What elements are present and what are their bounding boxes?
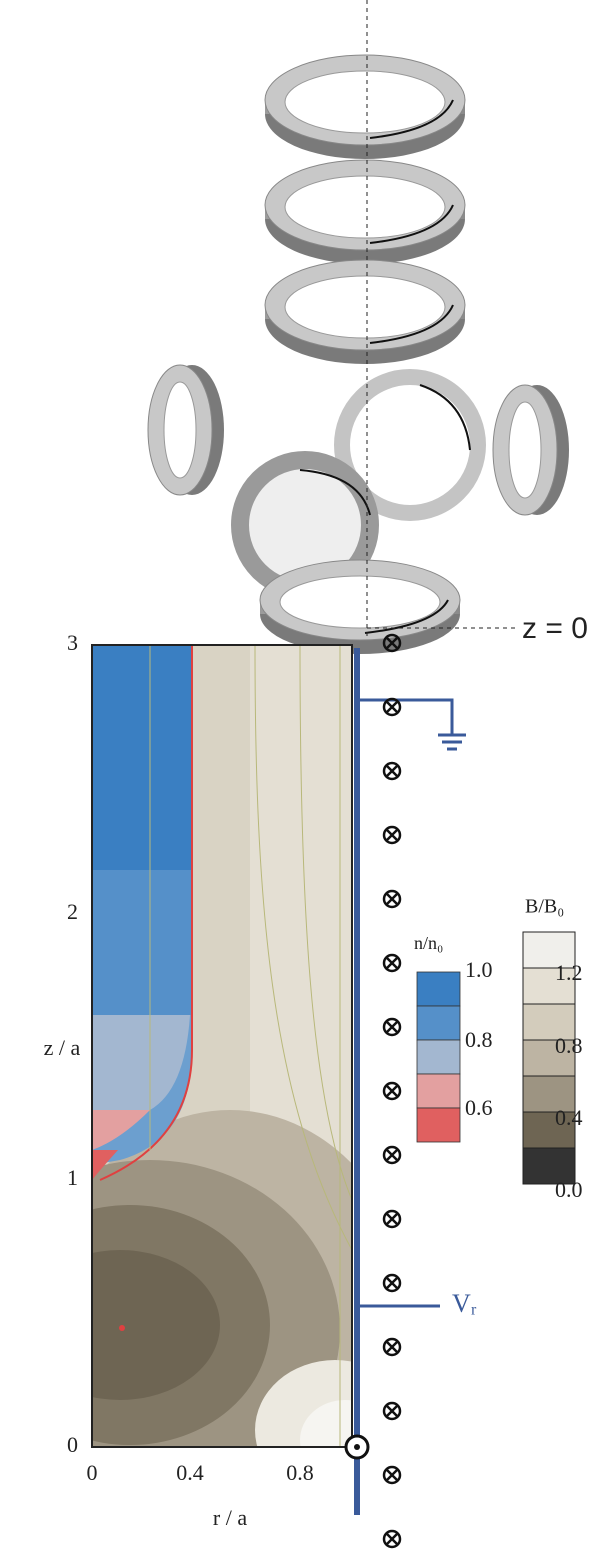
coil-illustration — [148, 55, 569, 654]
ground-symbol — [357, 700, 466, 749]
current-symbol — [386, 829, 398, 841]
colorbar-label: 0.8 — [465, 1027, 493, 1052]
x-tick-label: 0.4 — [176, 1460, 204, 1485]
current-symbol — [386, 1405, 398, 1417]
colorbar-swatch — [417, 1006, 460, 1040]
colorbar-label: 1.2 — [555, 960, 583, 985]
current-symbol — [386, 1533, 398, 1545]
colorbar-label: 0.4 — [555, 1105, 583, 1130]
current-symbol — [386, 1149, 398, 1161]
current-symbols — [384, 635, 400, 1547]
y-tick-label: 3 — [67, 630, 78, 655]
density-colorbar: 1.0 0.8 0.6 — [417, 957, 493, 1142]
current-symbol — [386, 1213, 398, 1225]
colorbar-swatch — [417, 1074, 460, 1108]
current-symbol — [386, 1341, 398, 1353]
y-tick-label: 1 — [67, 1165, 78, 1190]
current-symbol — [386, 957, 398, 969]
colorbar-swatch — [417, 1108, 460, 1142]
field-colorbar: 1.2 0.8 0.4 0.0 — [523, 932, 583, 1202]
current-symbol — [386, 893, 398, 905]
colorbar-label: 0.6 — [465, 1095, 493, 1120]
colorbar-label: 0.0 — [555, 1177, 583, 1202]
ring-hole — [164, 382, 196, 478]
z0-label: z = 0 — [522, 612, 588, 645]
y-tick-label: 0 — [67, 1432, 78, 1457]
current-symbol — [386, 1469, 398, 1481]
ring-hole — [509, 402, 541, 498]
field-title: B/B₀ — [525, 896, 564, 918]
voltage-label: Vᵣ — [452, 1289, 477, 1318]
y-tick-label: 2 — [67, 899, 78, 924]
ring-hole — [285, 71, 445, 133]
y-label: z / a — [44, 1035, 81, 1060]
ring-hole — [285, 276, 445, 338]
current-symbol — [386, 701, 398, 713]
colorbar-label: 0.8 — [555, 1033, 583, 1058]
ring-hole — [280, 576, 440, 628]
colorbar-swatch — [417, 1040, 460, 1074]
colorbar-swatch — [417, 972, 460, 1006]
x-tick-label: 0 — [87, 1460, 98, 1485]
x-label: r / a — [213, 1505, 247, 1530]
point-marker — [346, 1436, 368, 1458]
current-symbol — [386, 1021, 398, 1033]
current-symbol — [386, 1277, 398, 1289]
colorbar-label: 1.0 — [465, 957, 493, 982]
x-tick-label: 0.8 — [286, 1460, 314, 1485]
ring-hole — [285, 176, 445, 238]
current-symbol — [386, 1085, 398, 1097]
density-title: n/n₀ — [414, 933, 443, 953]
current-symbol — [386, 765, 398, 777]
figure: z = 0 Vᵣ r / a z / a 0 0.4 0.8 0 1 — [0, 0, 612, 1553]
